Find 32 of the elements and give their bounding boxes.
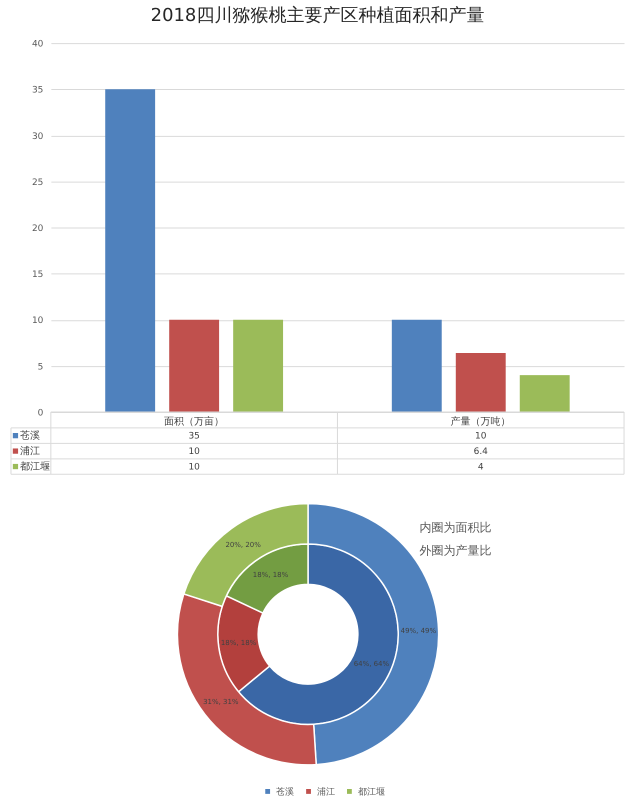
y-tick-label: 15: [32, 270, 44, 280]
legend-label: 都江堰: [20, 460, 50, 473]
y-tick-label: 30: [32, 132, 44, 142]
x-tick-label: 产量（万吨）: [450, 415, 511, 428]
data-label: 6.4: [474, 447, 488, 458]
legend-label: 浦江: [20, 445, 40, 458]
data-label: 10: [188, 447, 200, 458]
bar: [169, 320, 220, 412]
y-tick-label: 20: [32, 224, 44, 234]
y-tick-label: 35: [32, 86, 44, 96]
bar: [456, 352, 506, 412]
legend-label: 浦江: [317, 786, 336, 798]
text: 外圈为产量比: [420, 544, 492, 558]
y-tick-label: 5: [38, 362, 44, 372]
bar: [520, 375, 570, 412]
x-tick-label: 面积（万亩）: [164, 415, 224, 428]
chart-title: 2018四川猕猴桃主要产区种植面积和产量: [150, 5, 484, 26]
y-tick-label: 40: [32, 40, 44, 50]
legend-label: 都江堰: [358, 786, 385, 798]
data-label: 4: [478, 462, 484, 473]
legend-label: 苍溪: [20, 430, 40, 442]
y-tick-label: 25: [32, 178, 44, 188]
data-label: 10: [188, 462, 200, 473]
data-label: 10: [475, 432, 487, 442]
y-tick-label: 0: [38, 408, 44, 418]
y-tick-label: 10: [32, 316, 44, 326]
bar: [105, 89, 156, 412]
legend-label: 苍溪: [276, 786, 294, 798]
data-label: 35: [188, 432, 200, 442]
bar: [233, 320, 284, 412]
bar: [392, 320, 442, 412]
text: 内圈为面积比: [420, 520, 492, 535]
